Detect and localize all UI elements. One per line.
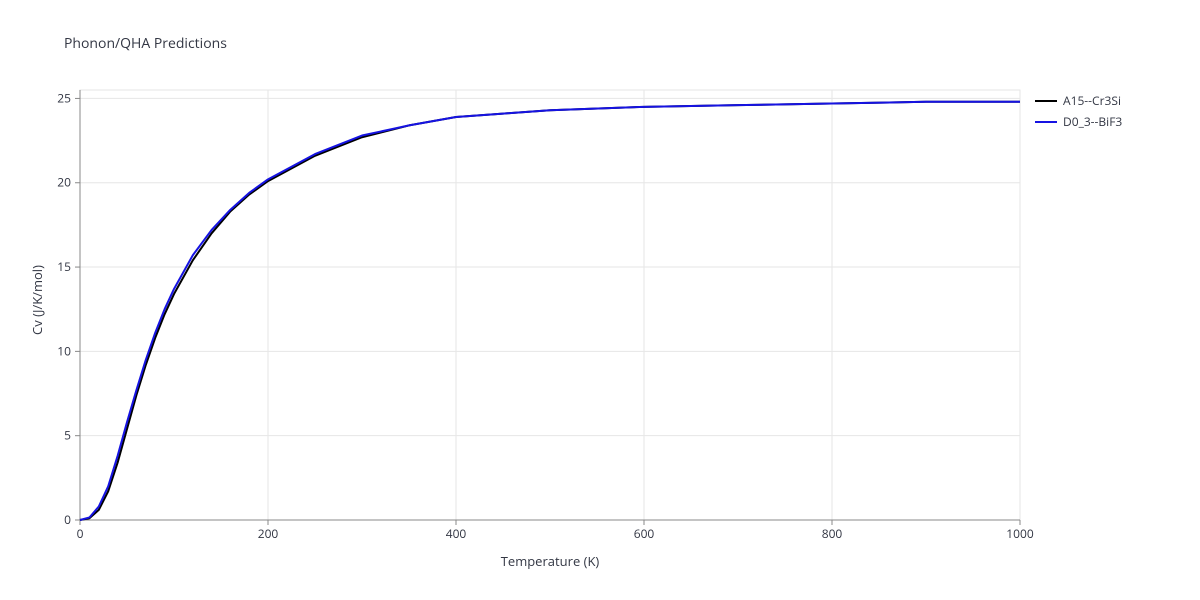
svg-text:10: 10 <box>57 342 71 359</box>
y-axis-label: Cv (J/K/mol) <box>28 250 46 350</box>
svg-text:600: 600 <box>634 525 655 542</box>
legend-label: A15--Cr3Si <box>1063 92 1121 109</box>
svg-text:25: 25 <box>57 89 71 106</box>
legend-swatch <box>1035 121 1057 123</box>
svg-text:15: 15 <box>57 258 71 275</box>
legend-item[interactable]: D0_3--BiF3 <box>1035 113 1122 130</box>
svg-text:5: 5 <box>64 427 71 444</box>
series-line <box>80 102 1020 520</box>
svg-text:200: 200 <box>258 525 279 542</box>
legend-swatch <box>1035 100 1057 102</box>
series-line <box>80 102 1020 520</box>
chart-svg: 0 200 400 600 800 1000 0 5 10 15 20 25 <box>0 0 1200 600</box>
svg-text:1000: 1000 <box>1006 525 1034 542</box>
svg-text:400: 400 <box>446 525 467 542</box>
chart-container: { "chart": { "type": "line", "title": "P… <box>0 0 1200 600</box>
legend-label: D0_3--BiF3 <box>1063 113 1122 130</box>
svg-text:0: 0 <box>77 525 84 542</box>
svg-text:20: 20 <box>57 174 71 191</box>
svg-text:0: 0 <box>64 511 71 528</box>
x-axis-label: Temperature (K) <box>490 552 610 570</box>
legend: A15--Cr3Si D0_3--BiF3 <box>1035 92 1122 134</box>
svg-text:800: 800 <box>822 525 843 542</box>
legend-item[interactable]: A15--Cr3Si <box>1035 92 1122 109</box>
